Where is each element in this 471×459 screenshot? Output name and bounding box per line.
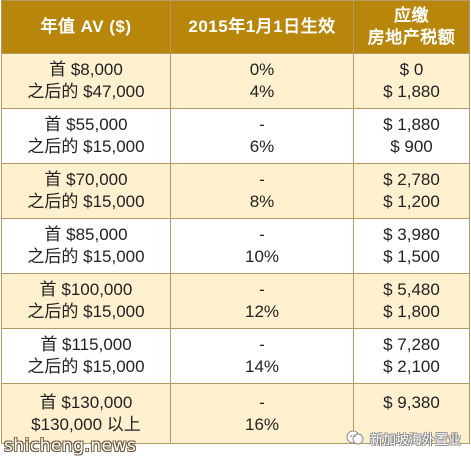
rate-cell: - 10% [170, 218, 354, 274]
table-header-row: 年值 AV ($) 2015年1月1日生效 应缴 房地产税额 [1, 0, 470, 54]
table-row: 首 $130,000 $130,000 以上 - 16% $ 9,380 [1, 383, 470, 444]
annual-value-cell: 首 $115,000 之后的 $15,000 [1, 328, 171, 384]
rate-cell: 0% 4% [170, 53, 354, 109]
annual-value-cell: 首 $100,000 之后的 $15,000 [1, 273, 171, 329]
header-annual-value: 年值 AV ($) [1, 0, 171, 54]
header-effective-date: 2015年1月1日生效 [170, 0, 354, 54]
annual-value-cell: 首 $8,000 之后的 $47,000 [1, 53, 171, 109]
table-row: 首 $70,000 之后的 $15,000 - 8% $ 2,780 $ 1,2… [1, 163, 470, 219]
tax-cell: $ 3,980 $ 1,500 [353, 218, 470, 274]
header-tax-payable: 应缴 房地产税额 [353, 0, 470, 54]
rate-cell: - 12% [170, 273, 354, 329]
table-row: 首 $8,000 之后的 $47,000 0% 4% $ 0 $ 1,880 [1, 53, 470, 109]
rate-cell: - 6% [170, 108, 354, 164]
tax-cell: $ 2,780 $ 1,200 [353, 163, 470, 219]
annual-value-cell: 首 $70,000 之后的 $15,000 [1, 163, 171, 219]
table-row: 首 $55,000 之后的 $15,000 - 6% $ 1,880 $ 900 [1, 108, 470, 164]
rate-cell: - 14% [170, 328, 354, 384]
annual-value-cell: 首 $130,000 $130,000 以上 [1, 383, 171, 444]
watermark-site: shicheng.news [4, 436, 137, 456]
tax-cell: $ 9,380 [353, 383, 470, 444]
rate-cell: - 8% [170, 163, 354, 219]
rate-cell: - 16% [170, 383, 354, 444]
tax-cell: $ 0 $ 1,880 [353, 53, 470, 109]
table-row: 首 $100,000 之后的 $15,000 - 12% $ 5,480 $ 1… [1, 273, 470, 329]
annual-value-cell: 首 $55,000 之后的 $15,000 [1, 108, 171, 164]
table-row: 首 $115,000 之后的 $15,000 - 14% $ 7,280 $ 2… [1, 328, 470, 384]
watermark-account: 新加坡海外置业 [345, 428, 461, 448]
tax-cell: $ 1,880 $ 900 [353, 108, 470, 164]
tax-cell: $ 7,280 $ 2,100 [353, 328, 470, 384]
annual-value-cell: 首 $85,000 之后的 $15,000 [1, 218, 171, 274]
watermark-account-name: 新加坡海外置业 [369, 432, 461, 448]
tax-cell: $ 5,480 $ 1,800 [353, 273, 470, 329]
table-row: 首 $85,000 之后的 $15,000 - 10% $ 3,980 $ 1,… [1, 218, 470, 274]
wechat-icon [346, 430, 364, 445]
property-tax-table: 年值 AV ($) 2015年1月1日生效 应缴 房地产税额 首 $8,000 … [1, 0, 470, 444]
